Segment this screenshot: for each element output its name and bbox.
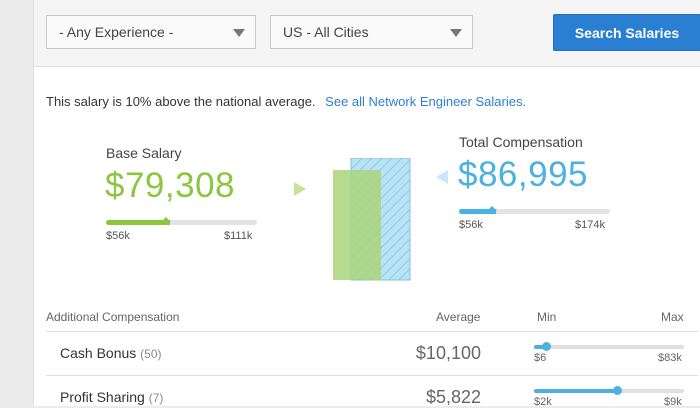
row-range-bar <box>534 342 684 351</box>
additional-compensation-header: Additional Compensation <box>46 310 180 324</box>
row-count: (7) <box>148 391 164 405</box>
base-salary-label: Base Salary <box>106 145 182 161</box>
compensation-comparison-graphic <box>333 158 411 281</box>
row-min: $2k <box>534 396 552 408</box>
row-average: $10,100 <box>415 343 481 363</box>
row-min: $6 <box>534 352 547 364</box>
row-label: Profit Sharing (7) <box>60 389 163 405</box>
max-column-header: Max <box>661 310 684 324</box>
row-max: $9k <box>664 396 682 408</box>
base-salary-min: $56k <box>106 230 130 242</box>
experience-select-value: - Any Experience - <box>59 24 174 40</box>
search-salaries-button[interactable]: Search Salaries <box>553 14 700 51</box>
total-compensation-min: $56k <box>459 219 483 231</box>
total-compensation-range-fill <box>459 209 493 214</box>
base-salary-range-fill <box>106 220 167 225</box>
base-salary-marker <box>161 217 172 225</box>
row-range-marker <box>612 386 622 395</box>
total-compensation-range-bar <box>459 206 610 214</box>
min-column-header: Min <box>537 310 557 324</box>
total-compensation-label: Total Compensation <box>459 134 583 150</box>
divider <box>46 331 698 332</box>
experience-select[interactable]: - Any Experience - <box>46 15 256 49</box>
total-compensation-value: $86,995 <box>458 155 589 194</box>
chevron-down-icon <box>233 29 245 37</box>
average-column-header: Average <box>436 310 481 324</box>
row-label-text: Profit Sharing <box>60 389 145 405</box>
notice-text: This salary is 10% above the national av… <box>46 94 316 109</box>
base-salary-max: $111k <box>224 230 253 242</box>
arrow-right-icon <box>294 182 306 196</box>
divider <box>46 375 698 376</box>
row-count: (50) <box>140 347 162 361</box>
national-average-notice: This salary is 10% above the national av… <box>46 94 526 109</box>
total-compensation-marker <box>487 206 498 214</box>
row-range-fill <box>534 345 546 349</box>
location-select-value: US - All Cities <box>283 24 369 40</box>
chevron-down-icon <box>450 29 462 37</box>
salary-panel: - Any Experience - US - All Cities Searc… <box>33 0 700 408</box>
row-range-bar <box>534 386 684 395</box>
arrow-left-icon <box>436 170 448 184</box>
filter-bar: - Any Experience - US - All Cities Searc… <box>34 0 700 67</box>
row-range-marker <box>542 342 551 351</box>
base-salary-value: $79,308 <box>105 166 236 205</box>
location-select[interactable]: US - All Cities <box>270 15 473 49</box>
row-max: $83k <box>658 352 682 364</box>
see-all-salaries-link[interactable]: See all Network Engineer Salaries. <box>325 94 527 109</box>
base-salary-block-shape <box>333 170 381 280</box>
row-range-fill <box>534 389 617 393</box>
row-average: $5,822 <box>425 387 481 407</box>
total-compensation-max: $174k <box>575 219 605 231</box>
row-label-text: Cash Bonus <box>60 345 137 361</box>
base-salary-range-bar <box>106 217 257 225</box>
row-label: Cash Bonus (50) <box>60 345 162 361</box>
